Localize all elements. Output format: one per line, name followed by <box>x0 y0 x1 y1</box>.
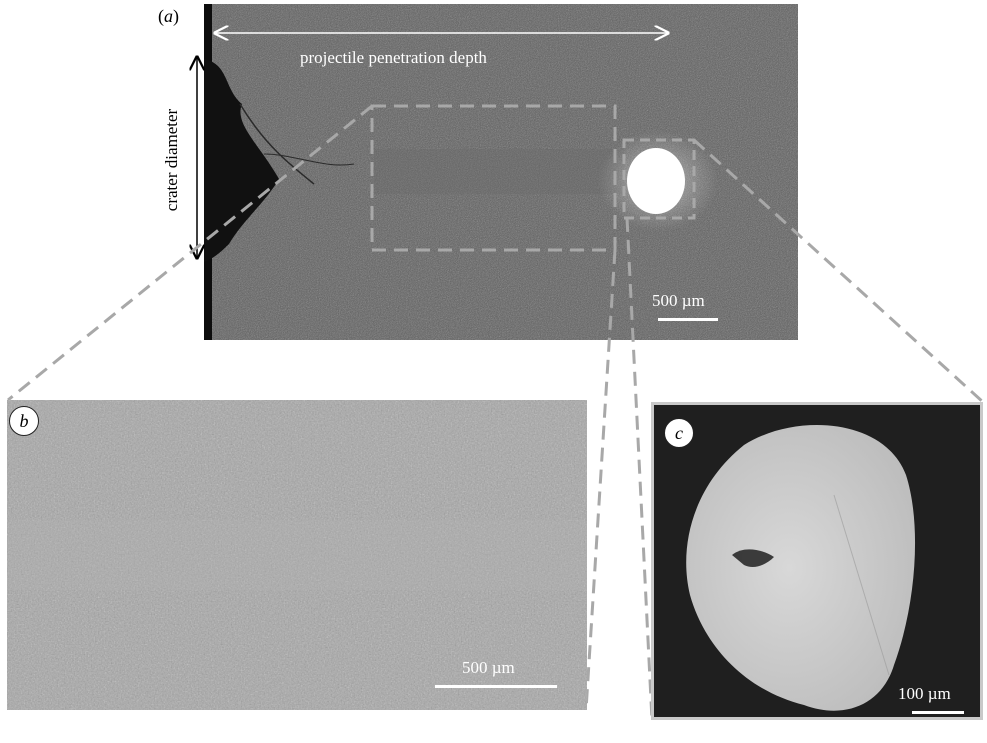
panel-a-letter: a <box>164 6 173 26</box>
projectile-shape <box>686 425 916 711</box>
sem-overview-graphic <box>204 4 798 340</box>
projectile-graphic <box>654 405 980 717</box>
sem-image-projectile <box>651 402 983 720</box>
panel-b-letter: b <box>19 410 29 431</box>
panel-b-label: b <box>9 406 39 436</box>
panel-c-label: c <box>664 418 694 448</box>
scale-bar-b <box>435 685 557 688</box>
sem-image-overview <box>204 4 798 340</box>
crater-diameter-label: crater diameter <box>162 108 181 212</box>
panel-c-letter: c <box>675 422 683 443</box>
penetration-depth-label: projectile penetration depth <box>300 48 487 67</box>
panel-a-label: (a) <box>158 6 179 26</box>
scale-bar-a <box>658 318 718 321</box>
scale-bar-c <box>912 711 964 714</box>
scale-label-c: 100 µm <box>898 684 951 703</box>
scale-label-a: 500 µm <box>652 291 705 310</box>
projectile-blob <box>627 148 685 214</box>
scale-label-b: 500 µm <box>462 658 515 677</box>
sem-channel-graphic <box>7 400 587 710</box>
sem-image-zoom-channel <box>7 400 587 710</box>
